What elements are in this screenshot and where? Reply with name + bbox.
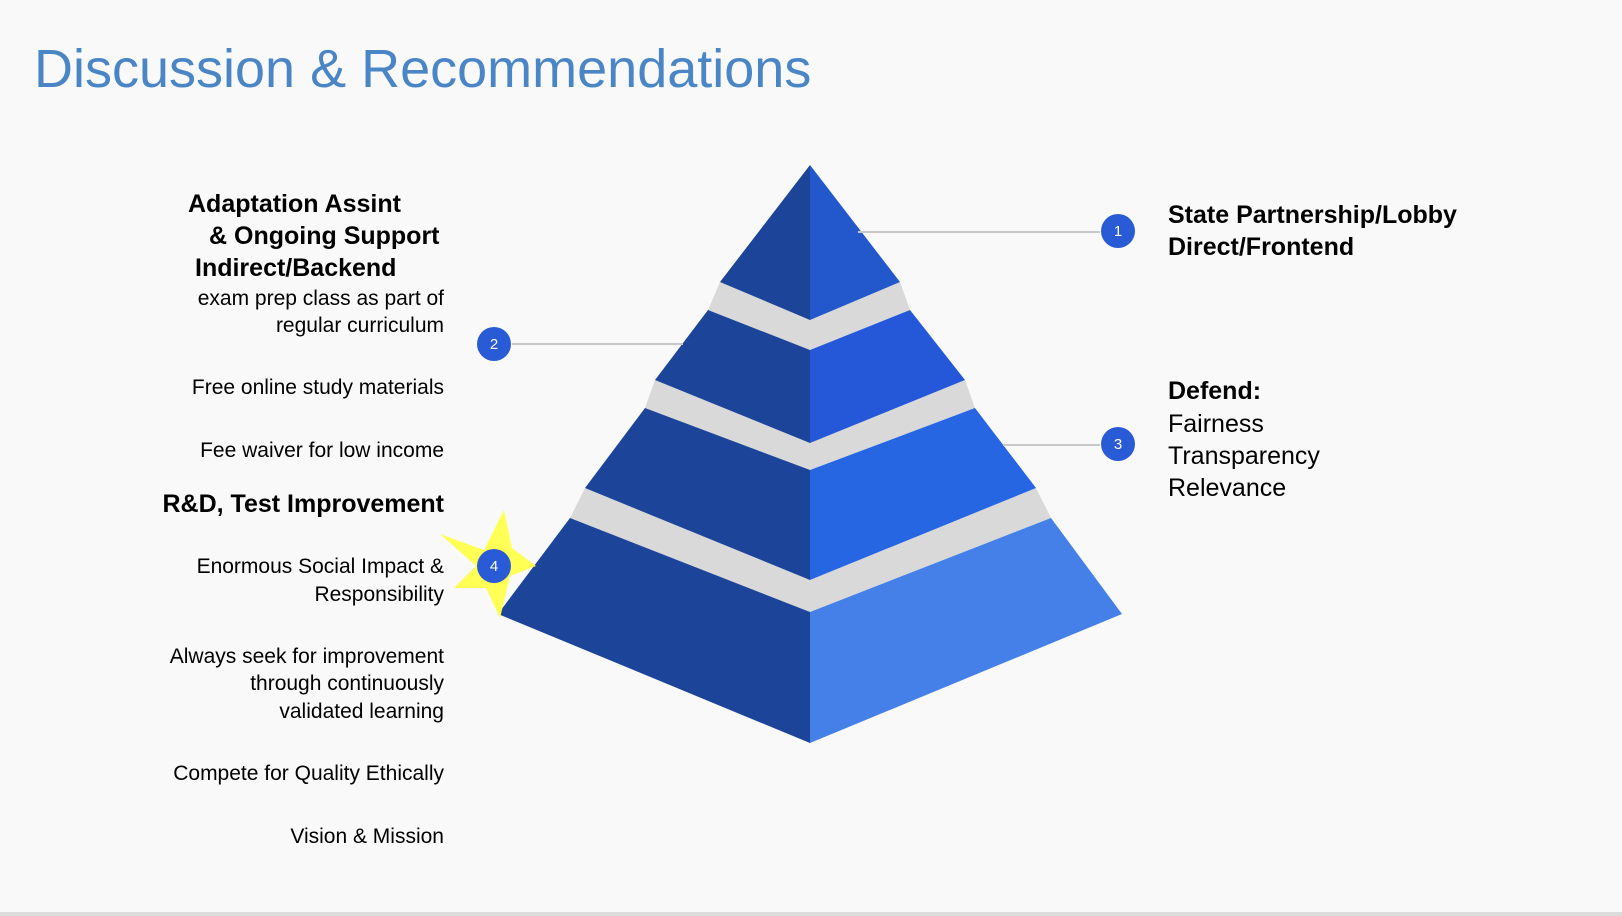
pyramid-tier-2-left xyxy=(655,310,810,443)
left-heading-line-3: Indirect/Backend xyxy=(195,254,397,282)
left-heading-line-1: Adaptation Assint xyxy=(188,190,401,218)
marker-4-label: 4 xyxy=(490,558,498,575)
pyramid-tier-3-left xyxy=(585,408,810,580)
left-item-vision-mission: Vision & Mission xyxy=(290,825,444,848)
slide-title: Discussion & Recommendations xyxy=(34,39,812,99)
right-item-relevance: Relevance xyxy=(1168,474,1287,502)
left-heading-line-2: & Ongoing Support xyxy=(209,222,440,250)
pyramid-gap-2 xyxy=(645,380,975,470)
pyramid-tier-3-right xyxy=(810,408,1036,580)
left-item-exam-prep-line-1: exam prep class as part of xyxy=(197,287,444,310)
right-heading-line-2: Direct/Frontend xyxy=(1168,233,1355,261)
slide-bottom-border xyxy=(0,912,1622,916)
left-item-fee-waiver: Fee waiver for low income xyxy=(200,439,444,462)
pyramid-tier-4-left xyxy=(498,518,810,743)
pyramid-tier-1-left xyxy=(720,165,810,320)
left-item-exam-prep-line-2: regular curriculum xyxy=(275,314,444,337)
marker-3-label: 3 xyxy=(1114,436,1122,453)
left-item-free-materials: Free online study materials xyxy=(191,376,444,399)
pyramid-tier-2-right xyxy=(810,310,965,443)
pyramid-gap-3 xyxy=(570,488,1051,612)
pyramid-gap-1 xyxy=(708,282,910,350)
marker-4: 4 xyxy=(477,549,511,583)
left-item-improvement-line-2: through continuously xyxy=(250,672,444,695)
marker-1: 1 xyxy=(1101,214,1135,248)
left-item-social-impact-line-1: Enormous Social Impact & xyxy=(196,555,444,578)
left-item-improvement-line-1: Always seek for improvement xyxy=(169,645,444,668)
left-item-improvement-line-3: validated learning xyxy=(279,700,444,723)
pyramid-tier-1-right xyxy=(810,165,900,320)
left-item-social-impact-line-2: Responsibility xyxy=(314,583,444,606)
marker-2: 2 xyxy=(477,327,511,361)
right-heading-line-1: State Partnership/Lobby xyxy=(1168,201,1457,229)
right-item-fairness: Fairness xyxy=(1168,410,1264,438)
left-item-compete-quality: Compete for Quality Ethically xyxy=(173,762,444,785)
right-heading-defend: Defend: xyxy=(1168,377,1262,405)
marker-3: 3 xyxy=(1101,427,1135,461)
left-heading-rd: R&D, Test Improvement xyxy=(162,490,444,518)
marker-1-label: 1 xyxy=(1114,223,1122,240)
marker-2-label: 2 xyxy=(490,336,498,353)
pyramid-tier-4-right xyxy=(810,518,1122,743)
right-item-transparency: Transparency xyxy=(1168,442,1320,470)
